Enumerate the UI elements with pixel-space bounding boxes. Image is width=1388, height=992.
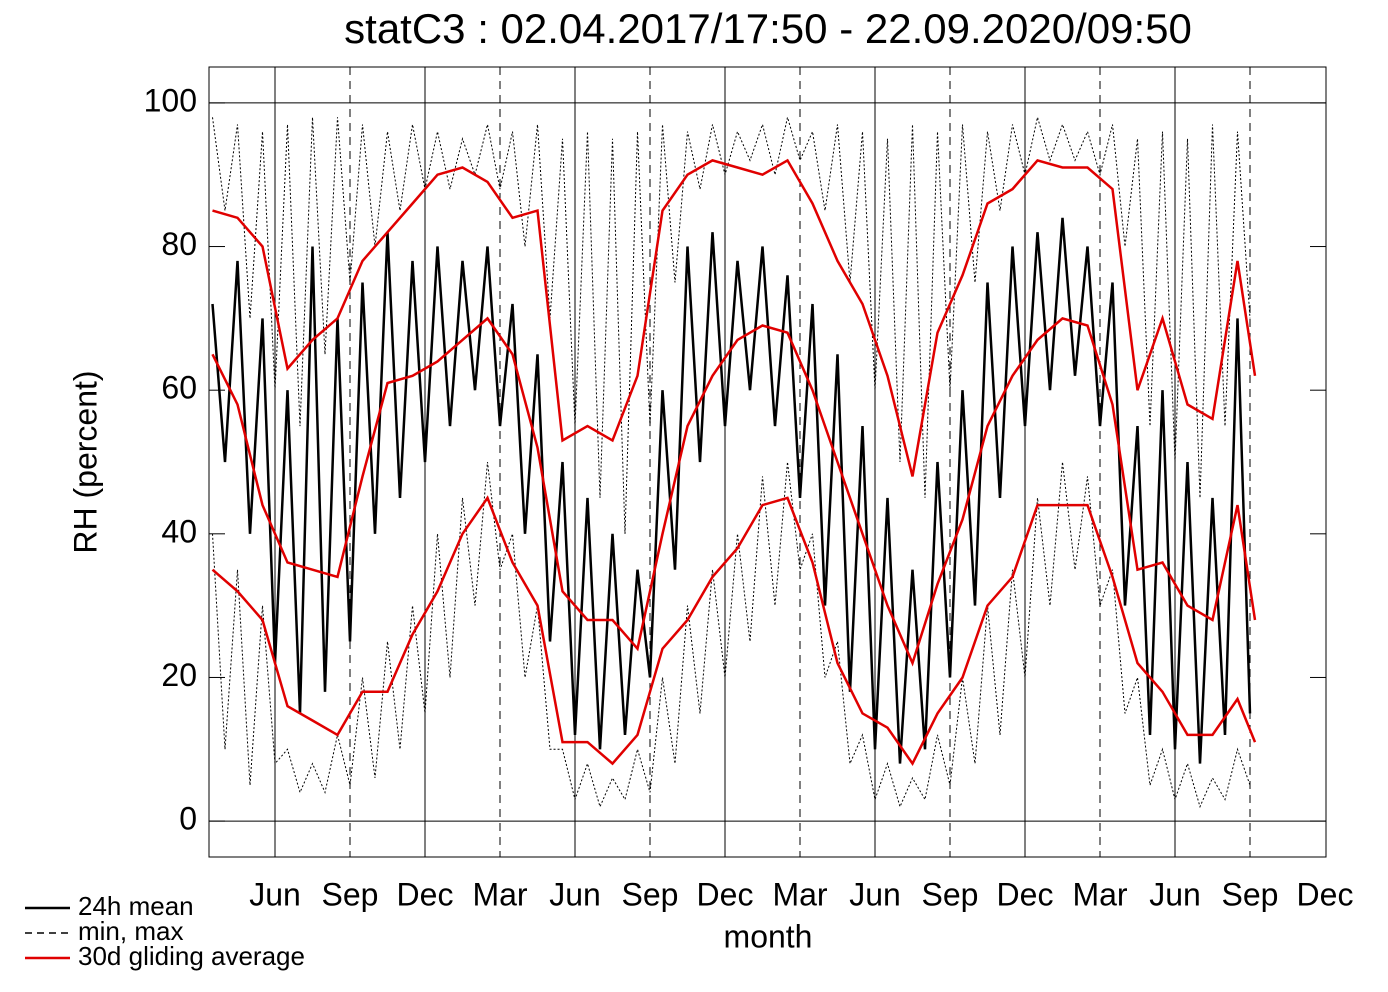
y-tick-label: 40: [161, 513, 197, 549]
x-tick-label: Mar: [772, 876, 827, 912]
series-line: [211, 316, 1257, 667]
y-tick-label: 20: [161, 657, 197, 693]
x-tick-label: Jun: [249, 876, 301, 912]
x-tick-label: Sep: [922, 876, 979, 912]
series-line: [212, 158, 1257, 477]
chart-title: statC3 : 02.04.2017/17:50 - 22.09.2020/0…: [344, 5, 1192, 52]
x-tick-label: Sep: [622, 876, 679, 912]
y-tick-label: 0: [179, 801, 197, 837]
legend-label: 30d gliding average: [78, 941, 305, 971]
y-tick-label: 100: [144, 82, 197, 118]
legend-label: min, max: [78, 916, 183, 946]
x-tick-label: Dec: [1297, 876, 1354, 912]
x-tick-label: Dec: [397, 876, 454, 912]
series-line: [211, 217, 1252, 764]
x-tick-label: Jun: [849, 876, 901, 912]
x-tick-label: Dec: [997, 876, 1054, 912]
series-line: [212, 117, 1251, 534]
y-tick-label: 80: [161, 226, 197, 262]
y-tick-label: 60: [161, 370, 197, 406]
x-tick-label: Jun: [1149, 876, 1201, 912]
series-line: [211, 495, 1257, 767]
x-tick-label: Mar: [472, 876, 527, 912]
series-line: [212, 461, 1251, 809]
plot-frame: [208, 66, 1327, 858]
x-tick-label: Sep: [1222, 876, 1279, 912]
x-tick-label: Dec: [697, 876, 754, 912]
x-tick-label: Jun: [549, 876, 601, 912]
x-tick-label: Mar: [1072, 876, 1127, 912]
x-axis-label: month: [724, 918, 813, 954]
y-axis-label: RH (percent): [67, 370, 103, 553]
legend-label: 24h mean: [78, 891, 194, 921]
x-tick-label: Sep: [322, 876, 379, 912]
